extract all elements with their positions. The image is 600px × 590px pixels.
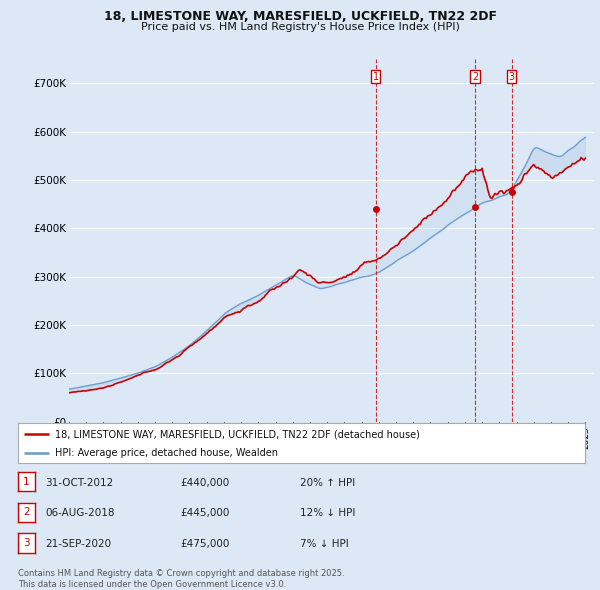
Text: Price paid vs. HM Land Registry's House Price Index (HPI): Price paid vs. HM Land Registry's House … xyxy=(140,22,460,32)
Text: 18, LIMESTONE WAY, MARESFIELD, UCKFIELD, TN22 2DF (detached house): 18, LIMESTONE WAY, MARESFIELD, UCKFIELD,… xyxy=(55,430,420,440)
Text: 7% ↓ HPI: 7% ↓ HPI xyxy=(300,539,349,549)
Text: 2: 2 xyxy=(472,72,478,81)
Text: 21-SEP-2020: 21-SEP-2020 xyxy=(45,539,111,549)
Text: 31-OCT-2012: 31-OCT-2012 xyxy=(45,478,113,487)
Text: HPI: Average price, detached house, Wealden: HPI: Average price, detached house, Weal… xyxy=(55,448,278,458)
Text: 3: 3 xyxy=(509,72,515,81)
Text: 18, LIMESTONE WAY, MARESFIELD, UCKFIELD, TN22 2DF: 18, LIMESTONE WAY, MARESFIELD, UCKFIELD,… xyxy=(104,10,497,23)
Text: 12% ↓ HPI: 12% ↓ HPI xyxy=(300,509,355,518)
Text: £440,000: £440,000 xyxy=(180,478,229,487)
Text: Contains HM Land Registry data © Crown copyright and database right 2025.
This d: Contains HM Land Registry data © Crown c… xyxy=(18,569,344,589)
Text: 20% ↑ HPI: 20% ↑ HPI xyxy=(300,478,355,487)
Text: 1: 1 xyxy=(373,72,379,81)
Text: 3: 3 xyxy=(23,538,30,548)
Text: 2: 2 xyxy=(23,507,30,517)
Text: £475,000: £475,000 xyxy=(180,539,229,549)
Text: £445,000: £445,000 xyxy=(180,509,229,518)
Text: 06-AUG-2018: 06-AUG-2018 xyxy=(45,509,115,518)
Text: 1: 1 xyxy=(23,477,30,487)
